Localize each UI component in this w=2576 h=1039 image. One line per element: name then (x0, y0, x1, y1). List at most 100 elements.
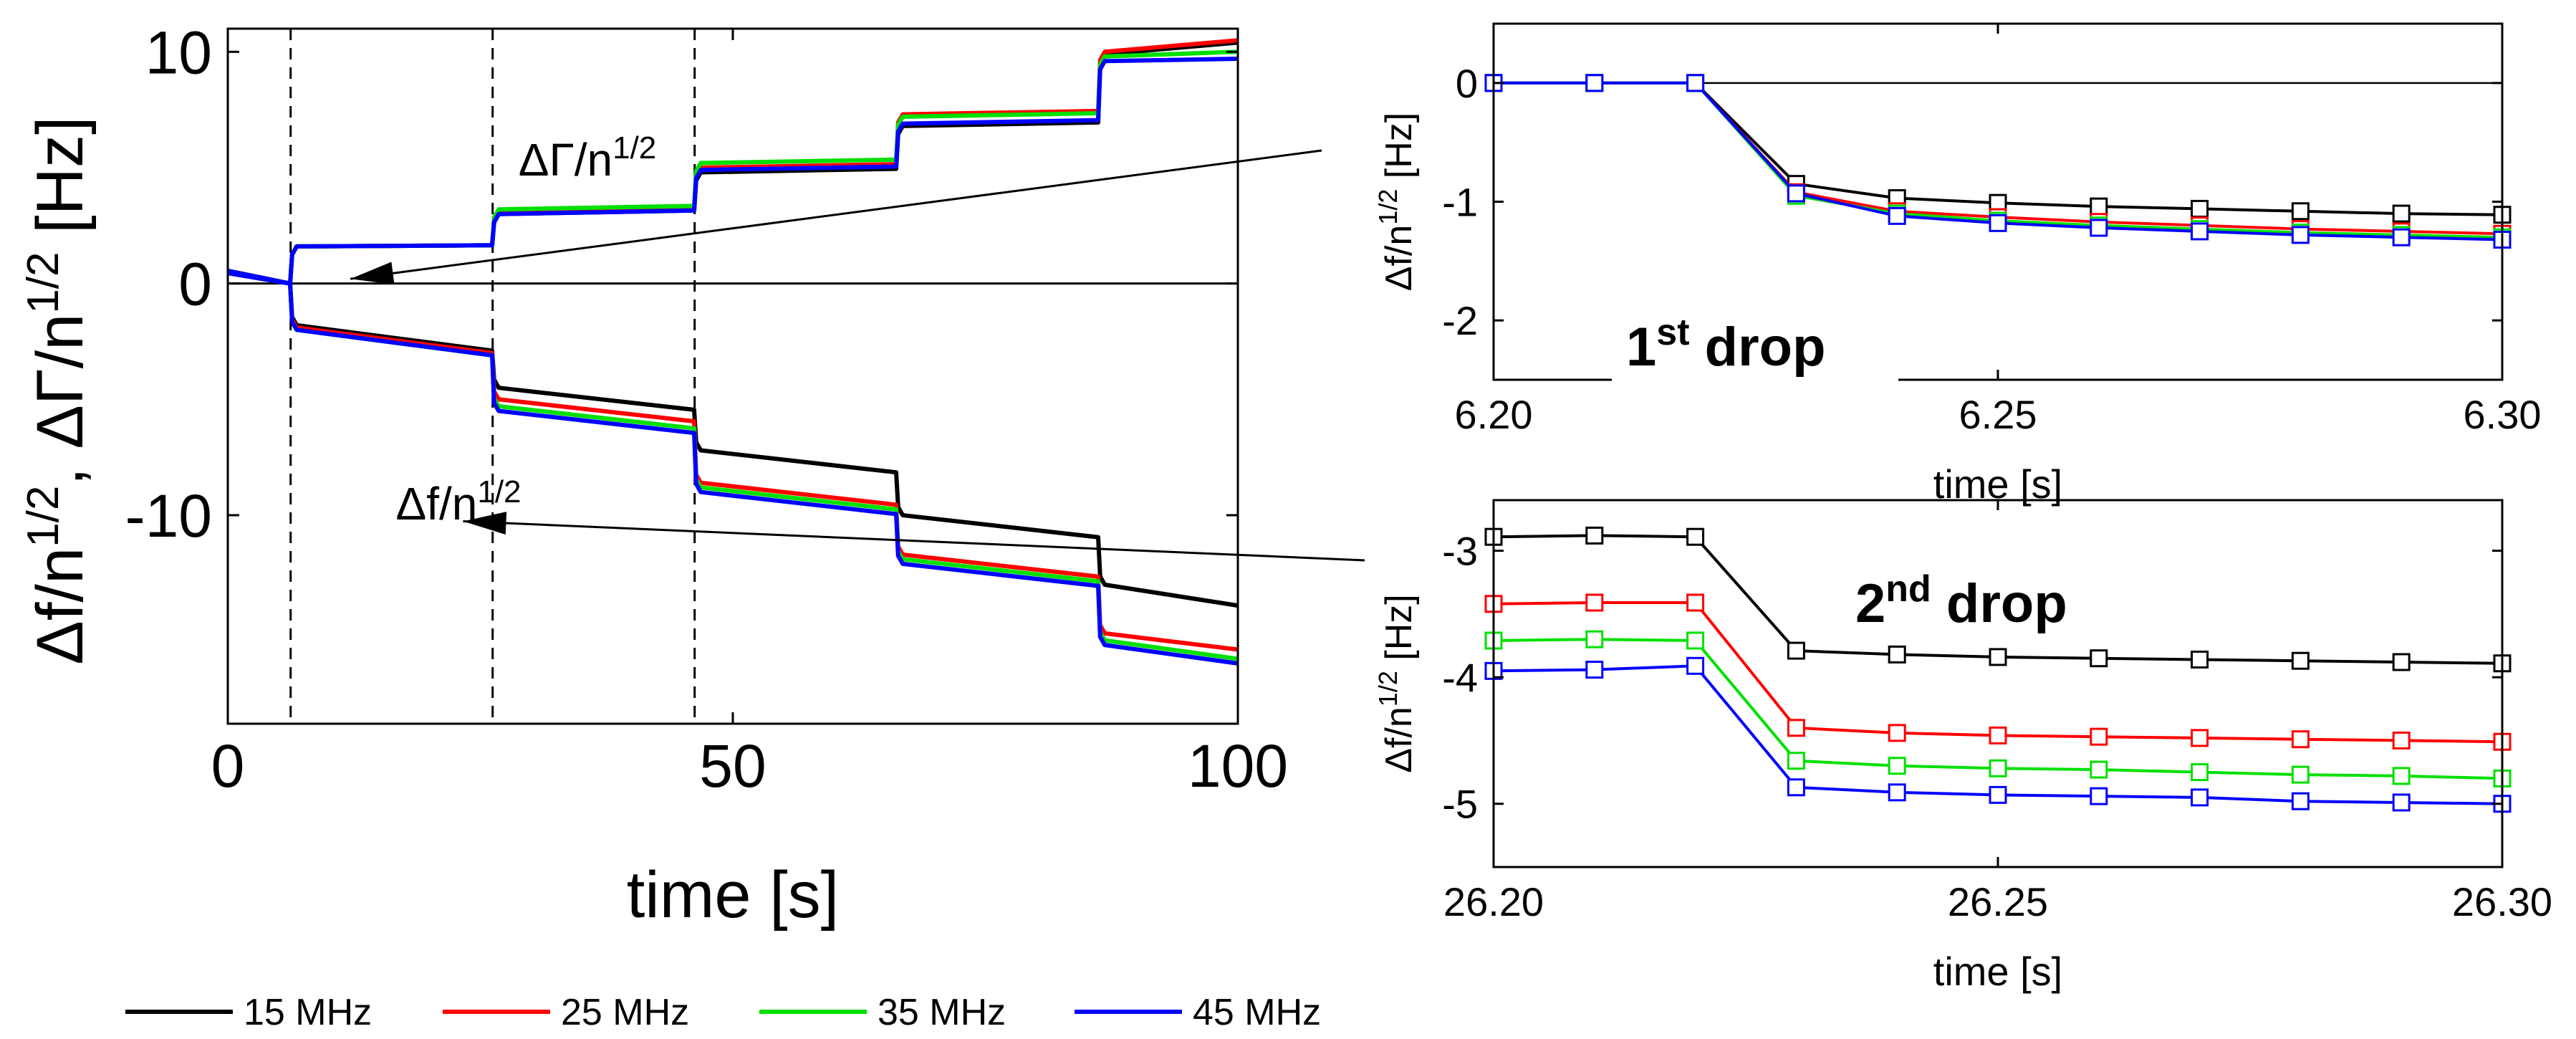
series-15-mhz-marker (1787, 641, 1805, 660)
y-tick-label: 0 (1456, 61, 1478, 106)
y-axis-title: Δf/n1/2, ΔΓ/n1/2 [Hz] (19, 116, 97, 664)
drop-label-part: 2 (1855, 573, 1885, 634)
y-tick-label: -4 (1442, 655, 1478, 700)
series-45-mhz-marker (2392, 228, 2411, 246)
drop-label: 1st drop (1626, 312, 1826, 378)
series-25-mhz-f-line (227, 268, 1239, 652)
legend-label-35-mhz: 35 MHz (878, 992, 1006, 1033)
legend-label-45-mhz: 45 MHz (1193, 992, 1321, 1033)
series-15-mhz-marker (1585, 526, 1604, 545)
drop-label-part: nd (1885, 568, 1931, 610)
series-25-mhz-marker (1686, 593, 1705, 612)
series-45-mhz-marker (2090, 219, 2108, 237)
series-25-mhz-marker (2291, 730, 2310, 749)
series-15-mhz-marker (1888, 645, 1906, 664)
series-15-mhz-marker (2291, 202, 2310, 221)
series-45-mhz-marker (1686, 656, 1705, 675)
y-axis-title: Δf/n1/2 [Hz] (1373, 594, 1421, 773)
series-25-mhz-marker (2191, 729, 2209, 747)
series-15-mhz-marker (2291, 651, 2310, 670)
x-axis-title: time [s] (1933, 949, 2062, 994)
drop-label-part: drop (1931, 573, 2067, 634)
series-25-mhz-marker (1989, 726, 2007, 744)
series-35-mhz-marker (1686, 631, 1705, 650)
series-35-mhz-marker (2291, 765, 2310, 784)
gamma-annotation: ΔΓ/n1/2 (519, 130, 657, 186)
series-45-mhz-marker (2392, 793, 2411, 812)
x-tick-label: 26.20 (1443, 879, 1544, 924)
series-15-mhz-f-line (227, 268, 1239, 608)
series-25-mhz-marker (1585, 593, 1604, 612)
f-arrow-head (463, 512, 507, 535)
y-tick-label: -5 (1442, 782, 1478, 827)
x-tick-label: 6.20 (1455, 392, 1533, 437)
x-tick-label: 26.30 (2452, 879, 2552, 924)
series-35-mhz-marker (2090, 760, 2108, 779)
y-axis-title-part: 1/2 (19, 486, 68, 547)
series-15-mhz-marker (1686, 527, 1705, 546)
series-35-mhz-marker (1585, 630, 1604, 648)
y-axis-title-part: , ΔΓ/n (24, 314, 97, 486)
y-tick-label: -10 (125, 482, 212, 550)
series-45-mhz-marker (2191, 788, 2209, 807)
y-tick-label: -1 (1442, 180, 1478, 225)
series-15-mhz-marker (2090, 197, 2108, 216)
x-tick-label: 100 (1188, 732, 1288, 800)
plot-frame (226, 27, 1239, 725)
gamma-annotation-part: ΔΓ/n (519, 134, 612, 186)
series-45-mhz-gamma-line (227, 57, 1239, 286)
series-25-mhz-marker (1888, 724, 1906, 742)
plot-frame (1492, 499, 2504, 868)
series-45-mhz-marker (2090, 787, 2108, 805)
x-axis-title: time [s] (627, 858, 839, 932)
y-axis-title-part: 1/2 (1373, 671, 1403, 707)
series-45-mhz-marker (2291, 792, 2310, 810)
y-axis-title-part: Δf/n (24, 547, 97, 665)
legend-label-25-mhz: 25 MHz (561, 992, 689, 1033)
y-axis-title-part: Δf/n (1378, 707, 1420, 773)
y-axis-title: Δf/n1/2 [Hz] (1373, 112, 1421, 292)
series-45-mhz-marker (1686, 74, 1705, 92)
y-axis-title-part: [Hz] (24, 116, 97, 252)
y-tick-label: -2 (1442, 298, 1478, 343)
legend: 15 MHz 25 MHz 35 MHz 45 MHz (125, 992, 1321, 1033)
gamma-annotation-part: 1/2 (612, 130, 656, 166)
drop-label: 2nd drop (1855, 568, 2067, 634)
series-25-mhz-marker (1787, 719, 1805, 737)
series-45-mhz-marker (1787, 184, 1805, 203)
series-45-mhz-marker (1585, 74, 1604, 92)
y-axis-title-part: 1/2 (1373, 189, 1403, 225)
series-45-mhz-marker (1585, 661, 1604, 679)
series-35-mhz-marker (2392, 767, 2411, 785)
series-15-mhz-marker (2191, 650, 2209, 669)
y-axis-title-part: 1/2 (19, 252, 68, 313)
series-35-mhz-marker (1888, 757, 1906, 775)
x-tick-label: 6.25 (1959, 392, 2037, 437)
series-25-mhz-marker (2392, 731, 2411, 750)
drop-label-part: st (1656, 312, 1689, 353)
series-35-mhz-marker (1989, 759, 2007, 777)
gamma-arrow-head (350, 262, 395, 285)
drop-label-background (1612, 310, 1898, 396)
y-tick-label: 0 (178, 251, 212, 318)
y-axis-title-part: [Hz] (1378, 112, 1420, 189)
legend-label-15-mhz: 15 MHz (244, 992, 372, 1033)
y-tick-label: 10 (145, 19, 212, 86)
y-axis-title-part: Δf/n (1378, 225, 1420, 292)
series-25-mhz-marker (2090, 727, 2108, 746)
series-45-mhz-marker (1888, 206, 1906, 225)
series-15-mhz-marker (2191, 199, 2209, 218)
series-15-mhz-marker (2392, 204, 2411, 223)
series-35-mhz-marker (2191, 763, 2209, 782)
x-tick-label: 50 (699, 732, 766, 800)
gamma-arrow-line (350, 149, 1322, 280)
series-15-mhz-marker (2090, 649, 2108, 668)
series-45-mhz-f-line (227, 268, 1239, 666)
f-arrow-line (463, 520, 1365, 562)
y-tick-label: -3 (1442, 529, 1478, 574)
drop-label-part: 1 (1626, 317, 1656, 378)
x-tick-label: 0 (211, 732, 245, 800)
